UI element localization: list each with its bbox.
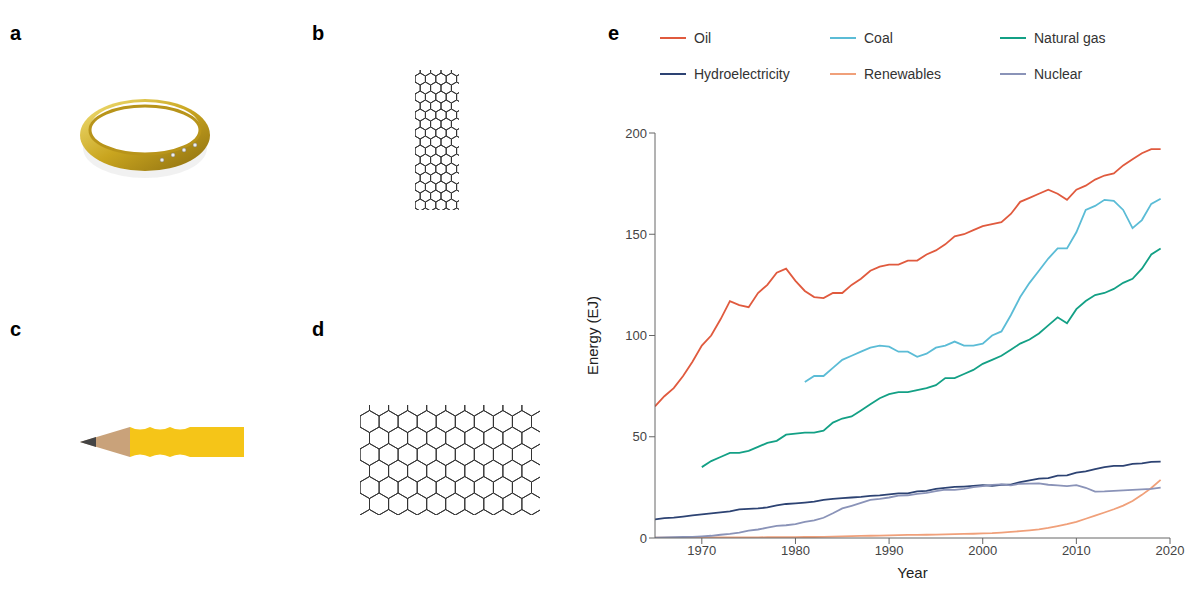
svg-text:2020: 2020 [1156, 543, 1185, 558]
svg-text:0: 0 [640, 531, 647, 546]
html-text:c: c [10, 318, 22, 340]
html-text:Hydroelectricity: Hydroelectricity [694, 66, 790, 82]
svg-text:Year: Year [897, 564, 927, 580]
html-text:Oil: Oil [694, 30, 712, 46]
html-text:Coal: Coal [864, 30, 893, 46]
html-text:b: b [312, 22, 325, 44]
html-text:e: e [608, 22, 620, 44]
svg-text:150: 150 [625, 227, 647, 242]
html-text:Natural gas: Natural gas [1034, 30, 1106, 46]
svg-text:100: 100 [625, 328, 647, 343]
svg-text:Energy (EJ): Energy (EJ) [585, 296, 601, 375]
svg-text:1970: 1970 [687, 543, 716, 558]
svg-text:1980: 1980 [781, 543, 810, 558]
svg-text:2000: 2000 [968, 543, 997, 558]
html-text:Nuclear: Nuclear [1034, 66, 1083, 82]
svg-text:50: 50 [633, 429, 647, 444]
html-text:a: a [10, 22, 22, 44]
html-text:Renewables: Renewables [864, 66, 942, 82]
html-text:d: d [312, 318, 325, 340]
svg-text:200: 200 [625, 126, 647, 141]
svg-text:2010: 2010 [1062, 543, 1091, 558]
svg-text:1990: 1990 [875, 543, 904, 558]
